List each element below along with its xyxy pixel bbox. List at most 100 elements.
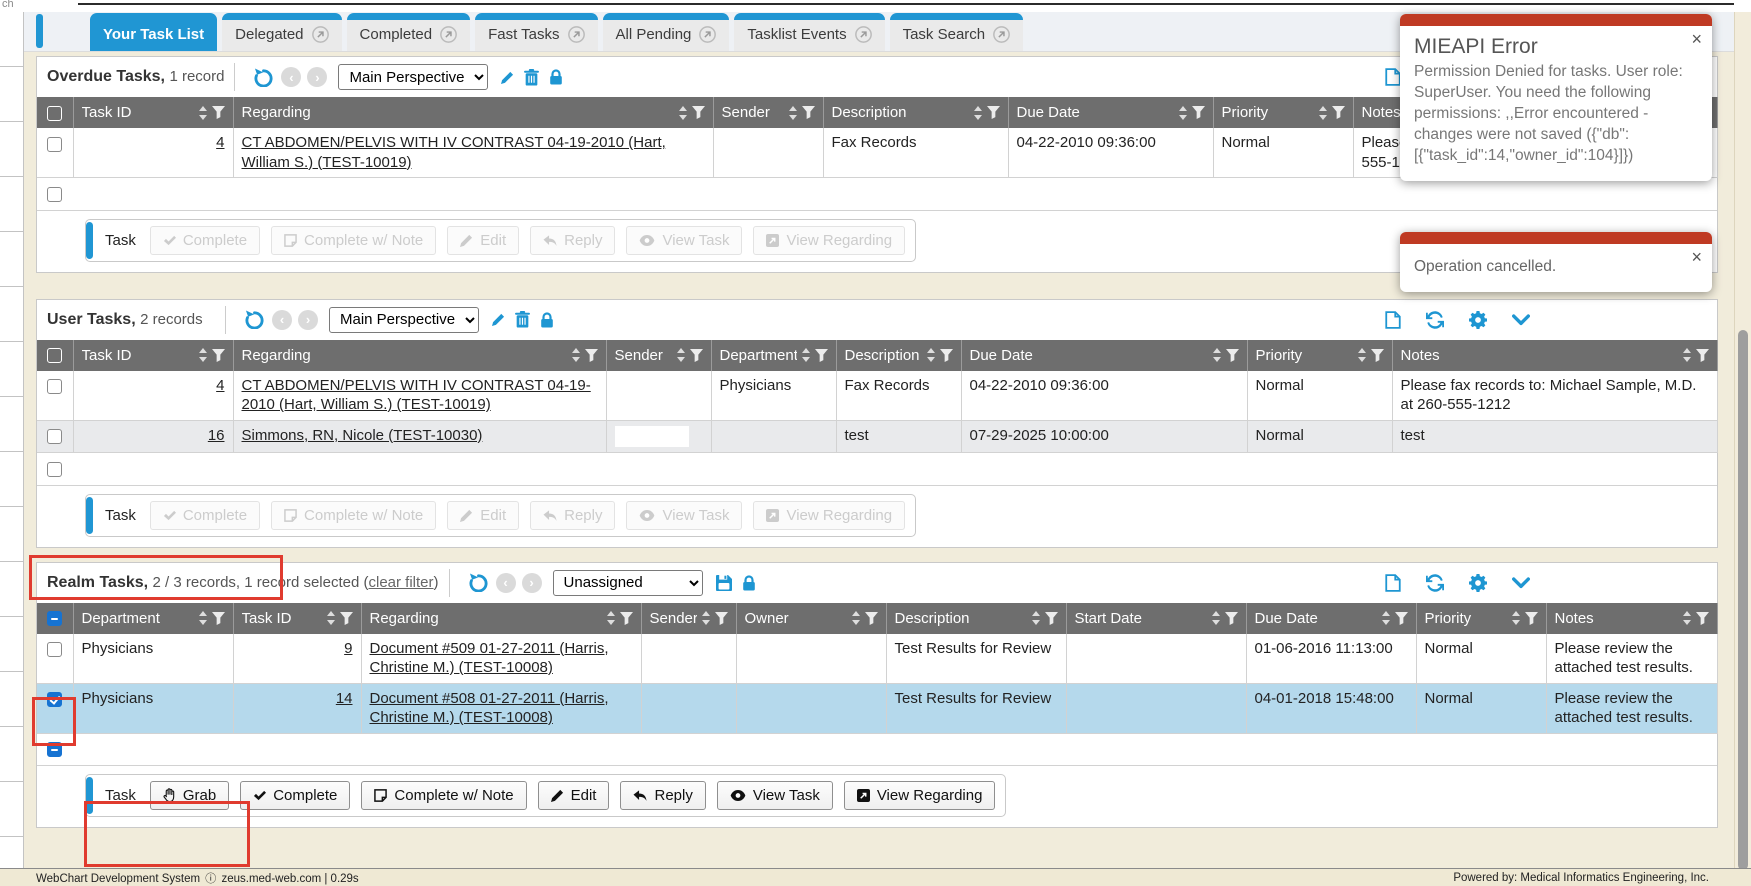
edit-button[interactable]: Edit [537,781,610,810]
column-header-priority[interactable]: Priority [1416,602,1547,634]
sort-icon[interactable] [571,348,581,362]
column-header-priority[interactable]: Priority [1247,339,1393,371]
view-task-button[interactable]: View Task [716,781,833,810]
task-id-link[interactable]: 4 [216,376,225,394]
filter-icon[interactable] [864,611,878,625]
settings-icon[interactable] [1469,573,1487,592]
info-icon[interactable]: ⓘ [205,872,217,885]
filter-icon[interactable] [1524,611,1538,625]
regarding-link[interactable]: Simmons, RN, Nicole (TEST-10030) [241,426,483,444]
sort-icon[interactable] [1212,348,1222,362]
complete-button[interactable]: Complete [240,781,351,810]
new-task-icon[interactable] [1385,68,1401,86]
view-regarding-button[interactable]: View Regarding [753,225,906,255]
sort-icon[interactable] [1031,611,1041,625]
sort-icon[interactable] [198,105,208,120]
perspective-select[interactable]: Main Perspective [329,306,479,333]
close-icon[interactable]: × [1691,29,1702,49]
filter-icon[interactable] [939,348,953,362]
sort-icon[interactable] [851,611,861,625]
sort-icon[interactable] [926,348,936,362]
prev-perspective-button[interactable]: ‹ [272,309,292,330]
complete-w-note-button[interactable]: Complete w/ Note [271,225,437,255]
lock-icon[interactable] [742,574,756,591]
row-checkbox[interactable] [47,642,63,658]
view-regarding-button[interactable]: View Regarding [843,781,996,810]
tab-all-pending[interactable]: All Pending [602,13,730,51]
sort-icon[interactable] [788,105,798,120]
popout-icon[interactable] [311,26,329,43]
filter-icon[interactable] [986,106,1000,119]
regarding-link[interactable]: Document #508 01-27-2011 (Harris, Christ… [369,689,609,727]
filter-icon[interactable] [714,611,728,625]
column-header-description[interactable]: Description [836,339,962,371]
filter-icon[interactable] [689,348,703,362]
task-id-link[interactable]: 16 [207,426,225,444]
column-header-task-id[interactable]: Task ID [73,97,234,128]
tab-fast-tasks[interactable]: Fast Tasks [475,13,598,51]
sort-icon[interactable] [1682,348,1692,362]
view-task-button[interactable]: View Task [626,225,743,255]
filter-icon[interactable] [339,611,353,625]
popout-icon[interactable] [854,26,872,43]
select-all-checkbox[interactable] [47,611,63,627]
row-checkbox[interactable] [47,136,63,152]
popout-icon[interactable] [567,26,585,43]
regarding-link[interactable]: CT ABDOMEN/PELVIS WITH IV CONTRAST 04-19… [241,134,666,171]
save-perspective-icon[interactable] [715,574,732,591]
perspective-select[interactable]: Unassigned [552,569,703,596]
column-header-due-date[interactable]: Due Date [961,339,1248,371]
sort-icon[interactable] [801,348,811,362]
column-header-department[interactable]: Department [73,602,234,634]
row-checkbox[interactable] [47,429,63,445]
reload-icon[interactable] [254,67,273,87]
prev-perspective-button[interactable]: ‹ [495,572,516,593]
edit-button[interactable]: Edit [447,225,520,255]
delete-perspective-icon[interactable] [515,311,530,328]
column-header-description[interactable]: Description [823,97,1009,128]
column-header-regarding[interactable]: Regarding [361,602,642,634]
sort-icon[interactable] [1682,611,1692,625]
lock-icon[interactable] [549,69,563,85]
reply-button[interactable]: Reply [530,500,616,530]
sort-icon[interactable] [1511,611,1521,625]
select-all-checkbox[interactable] [47,105,63,121]
column-header-priority[interactable]: Priority [1213,97,1354,128]
filter-icon[interactable] [1394,611,1408,625]
sort-icon[interactable] [1381,611,1391,625]
sort-icon[interactable] [1178,105,1188,120]
edit-button[interactable]: Edit [447,500,520,530]
task-id-link[interactable]: 9 [344,639,353,657]
sort-icon[interactable] [1357,348,1367,362]
column-header-owner[interactable]: Owner [736,602,887,634]
filter-icon[interactable] [1695,611,1709,625]
filter-icon[interactable] [211,106,225,119]
sort-icon[interactable] [1211,611,1221,625]
column-header-task-id[interactable]: Task ID [73,339,234,371]
scrollbar-thumb[interactable] [1738,330,1748,870]
popout-icon[interactable] [993,26,1011,43]
new-task-icon[interactable] [1385,573,1401,592]
regarding-link[interactable]: CT ABDOMEN/PELVIS WITH IV CONTRAST 04-19… [241,376,591,414]
delete-perspective-icon[interactable] [524,68,540,86]
sort-icon[interactable] [326,611,336,625]
next-perspective-button[interactable]: › [307,67,328,87]
lock-icon[interactable] [540,311,554,328]
collapse-panel-icon[interactable] [1512,574,1530,592]
filter-icon[interactable] [1224,611,1238,625]
close-icon[interactable]: × [1691,247,1702,267]
clear-filter-link[interactable]: clear filter [368,573,434,591]
sort-icon[interactable] [198,611,208,625]
filter-icon[interactable] [1331,106,1345,119]
sender-inline-input[interactable] [614,425,689,447]
sort-icon[interactable] [606,611,616,625]
reply-button[interactable]: Reply [620,781,706,810]
popout-icon[interactable] [440,26,457,43]
task-id-link[interactable]: 14 [335,689,353,707]
sort-icon[interactable] [701,611,711,625]
sort-icon[interactable] [1318,105,1328,120]
next-perspective-button[interactable]: › [521,572,542,593]
tab-completed[interactable]: Completed [346,13,471,51]
tab-your-task-list[interactable]: Your Task List [90,13,218,51]
complete-w-note-button[interactable]: Complete w/ Note [271,500,437,530]
